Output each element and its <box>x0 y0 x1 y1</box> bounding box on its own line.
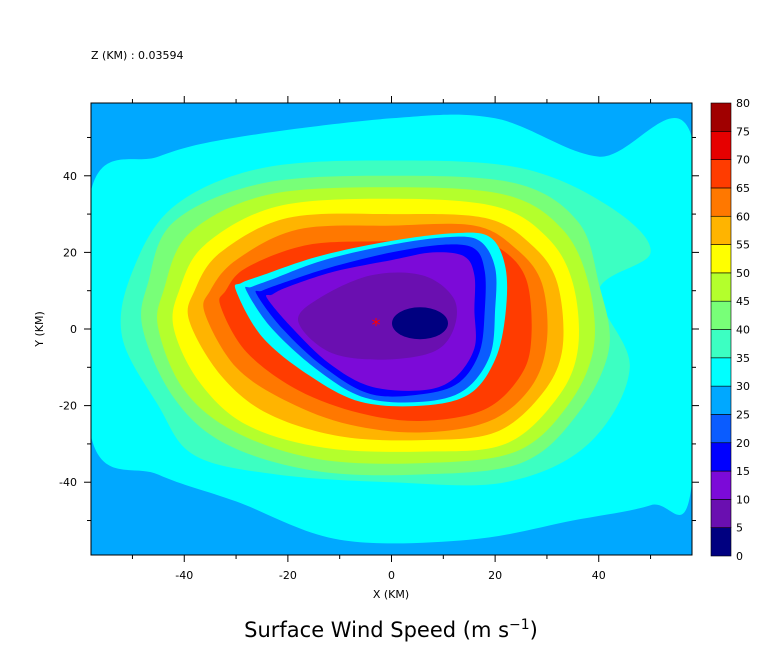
colorbar-label: 0 <box>736 550 743 563</box>
colorbar-swatch <box>710 442 732 472</box>
colorbar-label: 80 <box>736 97 750 110</box>
plot-markers: * <box>371 315 380 336</box>
colorbar-swatch <box>710 215 732 245</box>
colorbar-label: 50 <box>736 267 750 280</box>
colorbar-swatch <box>710 272 732 302</box>
colorbar-label: 75 <box>736 125 750 138</box>
y-tick-label: -20 <box>59 400 77 413</box>
center-marker: * <box>371 315 380 336</box>
level-header: Z (KM) : 0.03594 <box>91 49 184 62</box>
x-axis-label: X (KM) <box>373 588 409 601</box>
colorbar-label: 40 <box>736 324 750 337</box>
x-tick-label: 0 <box>388 569 395 582</box>
chart-title-main: Surface Wind Speed (m s <box>244 618 509 642</box>
eye-minimum-region <box>391 307 448 340</box>
contour-plot-area <box>91 103 692 555</box>
chart-title-close: ) <box>530 618 538 642</box>
y-tick-label: 40 <box>63 170 77 183</box>
colorbar-swatch <box>710 470 732 500</box>
colorbar-swatch <box>710 499 732 528</box>
colorbar-swatch <box>710 131 732 160</box>
y-tick-label: 20 <box>63 246 77 259</box>
x-tick-label: 40 <box>592 569 606 582</box>
colorbar-swatch <box>710 159 732 189</box>
colorbar-swatch <box>710 102 732 132</box>
x-tick-label: -40 <box>175 569 193 582</box>
chart-title: Surface Wind Speed (m s−1) <box>244 617 538 642</box>
colorbar-label: 20 <box>736 437 750 450</box>
colorbar-swatch <box>710 244 732 274</box>
x-tick-label: 20 <box>488 569 502 582</box>
colorbar-label: 65 <box>736 182 750 195</box>
colorbar-swatch <box>710 414 732 444</box>
colorbar-swatch <box>710 187 732 217</box>
y-axis-label: Y (KM) <box>33 311 46 348</box>
colorbar-label: 30 <box>736 380 750 393</box>
colorbar-swatch <box>710 329 732 359</box>
x-tick-label: -20 <box>279 569 297 582</box>
colorbar: 0 5 10 15 20 25 30 35 40 45 50 55 60 65 70 75 80 <box>710 97 750 563</box>
y-tick-label: 0 <box>70 323 77 336</box>
colorbar-swatch <box>710 527 732 557</box>
colorbar-swatch <box>710 300 732 330</box>
colorbar-label: 10 <box>736 493 750 506</box>
axes: -40 -20 0 20 40 -40 -20 0 20 40 <box>59 96 699 582</box>
colorbar-swatch <box>710 385 732 415</box>
colorbar-label: 55 <box>736 239 750 252</box>
y-tick-label: -40 <box>59 476 77 489</box>
colorbar-label: 5 <box>736 522 743 535</box>
colorbar-label: 45 <box>736 295 750 308</box>
colorbar-label: 60 <box>736 210 750 223</box>
chart-title-superscript: −1 <box>509 617 530 633</box>
colorbar-swatch <box>710 357 732 387</box>
colorbar-label: 70 <box>736 154 750 167</box>
colorbar-label: 15 <box>736 465 750 478</box>
colorbar-label: 25 <box>736 408 750 421</box>
colorbar-label: 35 <box>736 352 750 365</box>
